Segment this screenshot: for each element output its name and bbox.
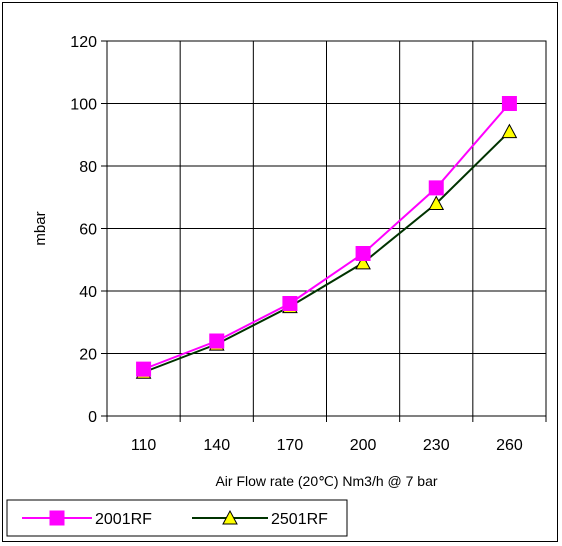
y-tick-label: 100 [70,97,97,114]
x-tick-label: 170 [277,437,304,454]
y-tick-label: 0 [88,409,97,426]
grid [101,41,546,422]
y-tick-label: 120 [70,34,97,51]
data-point-square [210,334,224,348]
y-axis-label: mbar [32,211,49,245]
data-point-square [50,511,64,525]
data-point-square [356,247,370,261]
x-tick-label: 260 [496,437,523,454]
x-tick-label: 110 [131,437,157,454]
x-tick-label: 140 [203,437,230,454]
y-tick-labels: 0 20 40 60 80 100 120 [70,34,97,426]
legend-label: 2501RF [271,511,328,528]
x-axis-label: Air Flow rate (20℃) Nm3/h @ 7 bar [215,473,437,489]
y-tick-label: 80 [79,159,97,176]
y-tick-label: 60 [79,222,97,239]
data-point-square [137,362,151,376]
legend-label: 2001RF [95,511,152,528]
y-tick-label: 20 [79,347,97,364]
x-tick-label: 200 [350,437,377,454]
data-point-square [429,181,443,195]
data-point-square [283,297,297,311]
x-tick-label: 230 [423,437,450,454]
data-point-square [502,97,516,111]
legend: 2001RF 2501RF [7,500,347,536]
y-tick-label: 40 [79,284,97,301]
x-tick-labels: 110 140 170 200 230 260 [131,437,523,454]
data-point-triangle [502,125,516,138]
